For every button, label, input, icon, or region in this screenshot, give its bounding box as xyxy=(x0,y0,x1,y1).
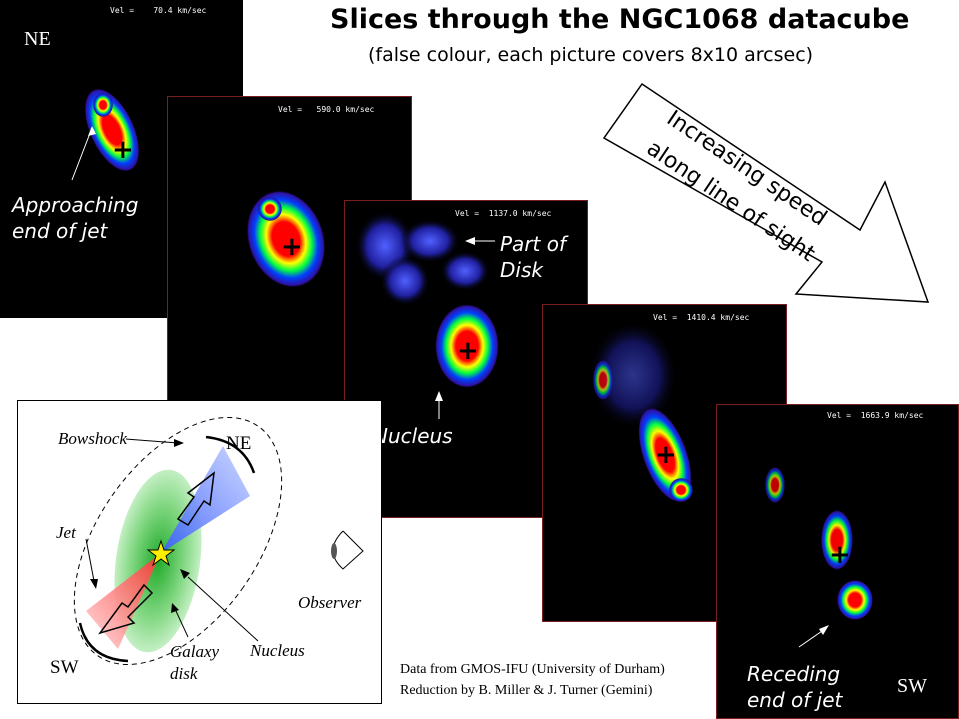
svg-text:+: + xyxy=(829,540,851,570)
ne-label: NE xyxy=(24,28,51,50)
velocity-label: Vel = 1137.0 km/sec xyxy=(455,209,552,218)
page-subtitle: (false colour, each picture covers 8x10 … xyxy=(368,44,814,66)
slice-image-5: + xyxy=(765,467,873,648)
disk-caption: Part of Disk xyxy=(500,232,567,282)
jet-schematic-diagram: Bowshock NE Jet Observer Galaxy disk Nuc… xyxy=(17,400,382,704)
credit-line-2: Reduction by B. Miller & J. Turner (Gemi… xyxy=(400,683,653,698)
nucleus-caption: Nucleus xyxy=(373,424,453,448)
svg-text:+: + xyxy=(457,336,479,366)
approaching-caption: Approaching end of jet xyxy=(12,193,139,243)
diagram-ne-label: NE xyxy=(226,433,252,454)
bowshock-label: Bowshock xyxy=(58,429,127,448)
nucleus-label: Nucleus xyxy=(250,641,305,660)
schematic-drawing xyxy=(73,416,364,666)
galaxy-disk-label: Galaxy disk xyxy=(170,642,220,683)
slice-panel-5: + Vel = 1663.9 km/sec Receding end of je… xyxy=(716,404,959,719)
velocity-label: Vel = 590.0 km/sec xyxy=(278,105,375,114)
slice-image-1: + xyxy=(71,88,140,181)
slice-image-3: + xyxy=(355,211,499,419)
slice-image-2: + xyxy=(246,190,326,288)
velocity-label: Vel = 1663.9 km/sec xyxy=(827,411,924,420)
svg-text:+: + xyxy=(655,440,677,470)
velocity-label: Vel = 1410.4 km/sec xyxy=(653,313,750,322)
arrow-shape xyxy=(602,82,930,303)
receding-caption: Receding end of jet xyxy=(747,662,843,712)
svg-text:+: + xyxy=(112,135,134,165)
observer-label: Observer xyxy=(298,593,362,612)
sw-label: SW xyxy=(897,675,927,697)
jet-label: Jet xyxy=(56,523,76,542)
svg-text:+: + xyxy=(281,232,303,262)
velocity-label: Vel = 70.4 km/sec xyxy=(110,6,207,15)
increasing-speed-arrow: Increasing speed along line of sight xyxy=(600,80,940,320)
slice-image-4: + xyxy=(588,320,693,503)
credit-line-1: Data from GMOS-IFU (University of Durham… xyxy=(400,662,665,677)
page-title: Slices through the NGC1068 datacube xyxy=(330,4,910,35)
diagram-sw-label: SW xyxy=(50,657,79,678)
